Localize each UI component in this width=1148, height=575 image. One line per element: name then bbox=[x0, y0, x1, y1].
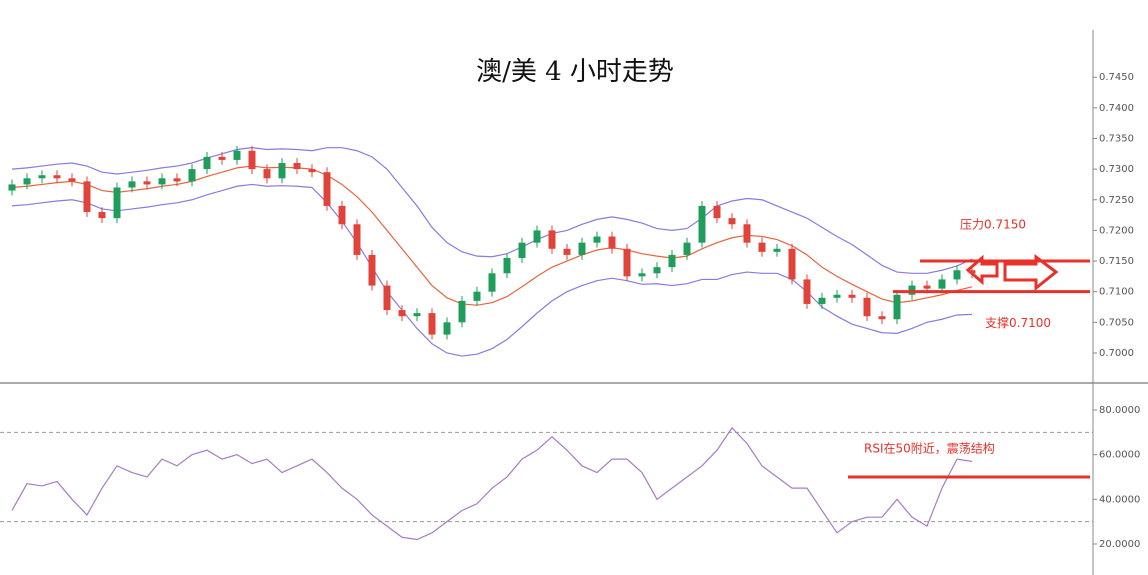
candle-body bbox=[773, 248, 781, 252]
candle-body bbox=[443, 322, 451, 335]
candle-body bbox=[938, 279, 946, 289]
candle-body bbox=[503, 257, 511, 274]
candle-body bbox=[173, 178, 181, 182]
annotation: 压力0.7150 bbox=[960, 218, 1026, 232]
y-tick-label: 20.0000 bbox=[1099, 539, 1140, 550]
candle-body bbox=[533, 230, 541, 243]
candle-body bbox=[908, 285, 916, 295]
candle-body bbox=[323, 172, 331, 206]
candle-body bbox=[968, 270, 976, 274]
candle-body bbox=[83, 181, 91, 213]
candle-body bbox=[203, 156, 211, 170]
y-tick-label: 0.7100 bbox=[1099, 287, 1134, 298]
bollinger-band bbox=[11, 147, 973, 274]
candle-body bbox=[953, 270, 961, 280]
candle-body bbox=[158, 178, 166, 185]
candle-body bbox=[923, 285, 931, 289]
candle-body bbox=[263, 169, 271, 179]
candle-body bbox=[233, 150, 241, 160]
candle-body bbox=[23, 178, 31, 185]
y-tick-label: 0.7300 bbox=[1099, 164, 1134, 175]
candle-body bbox=[818, 297, 826, 304]
candle-body bbox=[458, 300, 466, 323]
candle-body bbox=[713, 205, 721, 219]
candle-body bbox=[38, 175, 46, 179]
candle-body bbox=[368, 254, 376, 286]
candle-body bbox=[143, 181, 151, 185]
candle-body bbox=[608, 236, 616, 249]
candle-body bbox=[248, 150, 256, 170]
y-tick-label: 60.0000 bbox=[1099, 450, 1140, 461]
candle-body bbox=[398, 310, 406, 317]
chart-title: 澳/美 4 小时走势 bbox=[476, 57, 674, 87]
y-tick-label: 0.7050 bbox=[1099, 317, 1134, 328]
candle-body bbox=[188, 169, 196, 182]
candle-body bbox=[488, 273, 496, 292]
y-tick-label: 80.0000 bbox=[1099, 405, 1140, 416]
candle-body bbox=[623, 248, 631, 277]
y-tick-label: 40.0000 bbox=[1099, 494, 1140, 505]
candle-body bbox=[518, 242, 526, 258]
candle-body bbox=[428, 313, 436, 335]
candle-body bbox=[563, 248, 571, 255]
candle-body bbox=[788, 248, 796, 280]
candle-body bbox=[803, 279, 811, 304]
candle-body bbox=[593, 236, 601, 243]
annotation: RSI在50附近，震荡结构 bbox=[864, 440, 995, 455]
candle-body bbox=[413, 313, 421, 317]
candle-body bbox=[68, 178, 76, 182]
candle-body bbox=[338, 205, 346, 225]
arrow-right bbox=[1003, 254, 1059, 292]
candle-body bbox=[113, 187, 121, 219]
bollinger-band bbox=[11, 165, 973, 306]
y-tick-label: 0.7150 bbox=[1099, 256, 1134, 267]
y-tick-label: 0.7400 bbox=[1099, 103, 1134, 114]
candle-body bbox=[758, 242, 766, 252]
y-tick-label: 0.7000 bbox=[1099, 348, 1134, 359]
candle-body bbox=[878, 316, 886, 320]
annotation: 支撑0.7100 bbox=[985, 315, 1051, 330]
candle-body bbox=[893, 294, 901, 320]
y-tick-label: 0.7350 bbox=[1099, 133, 1134, 144]
candle-body bbox=[668, 254, 676, 268]
candle-body bbox=[218, 156, 226, 160]
candle-body bbox=[638, 273, 646, 277]
candle-body bbox=[653, 267, 661, 274]
rsi-line bbox=[11, 426, 973, 541]
candle-body bbox=[278, 162, 286, 179]
candle-body bbox=[548, 230, 556, 249]
candle-body bbox=[473, 291, 481, 301]
candle-body bbox=[128, 181, 136, 188]
candle-body bbox=[353, 224, 361, 255]
candle-body bbox=[863, 297, 871, 317]
candle-body bbox=[848, 294, 856, 298]
candle-body bbox=[833, 294, 841, 298]
candle-body bbox=[308, 169, 316, 173]
candle-body bbox=[383, 285, 391, 311]
candle-body bbox=[578, 242, 586, 255]
candle-body bbox=[683, 242, 691, 255]
candle-body bbox=[8, 184, 16, 191]
y-tick-label: 0.7450 bbox=[1099, 72, 1134, 83]
y-tick-label: 0.7250 bbox=[1099, 195, 1134, 206]
arrow-left bbox=[965, 254, 999, 286]
candle-body bbox=[698, 205, 706, 243]
candle-body bbox=[728, 218, 736, 225]
bollinger-band bbox=[11, 183, 973, 357]
y-tick-label: 0.7200 bbox=[1099, 225, 1134, 236]
candle-body bbox=[293, 162, 301, 170]
candle-body bbox=[98, 212, 106, 219]
candle-body bbox=[743, 224, 751, 243]
candle-body bbox=[53, 175, 61, 179]
